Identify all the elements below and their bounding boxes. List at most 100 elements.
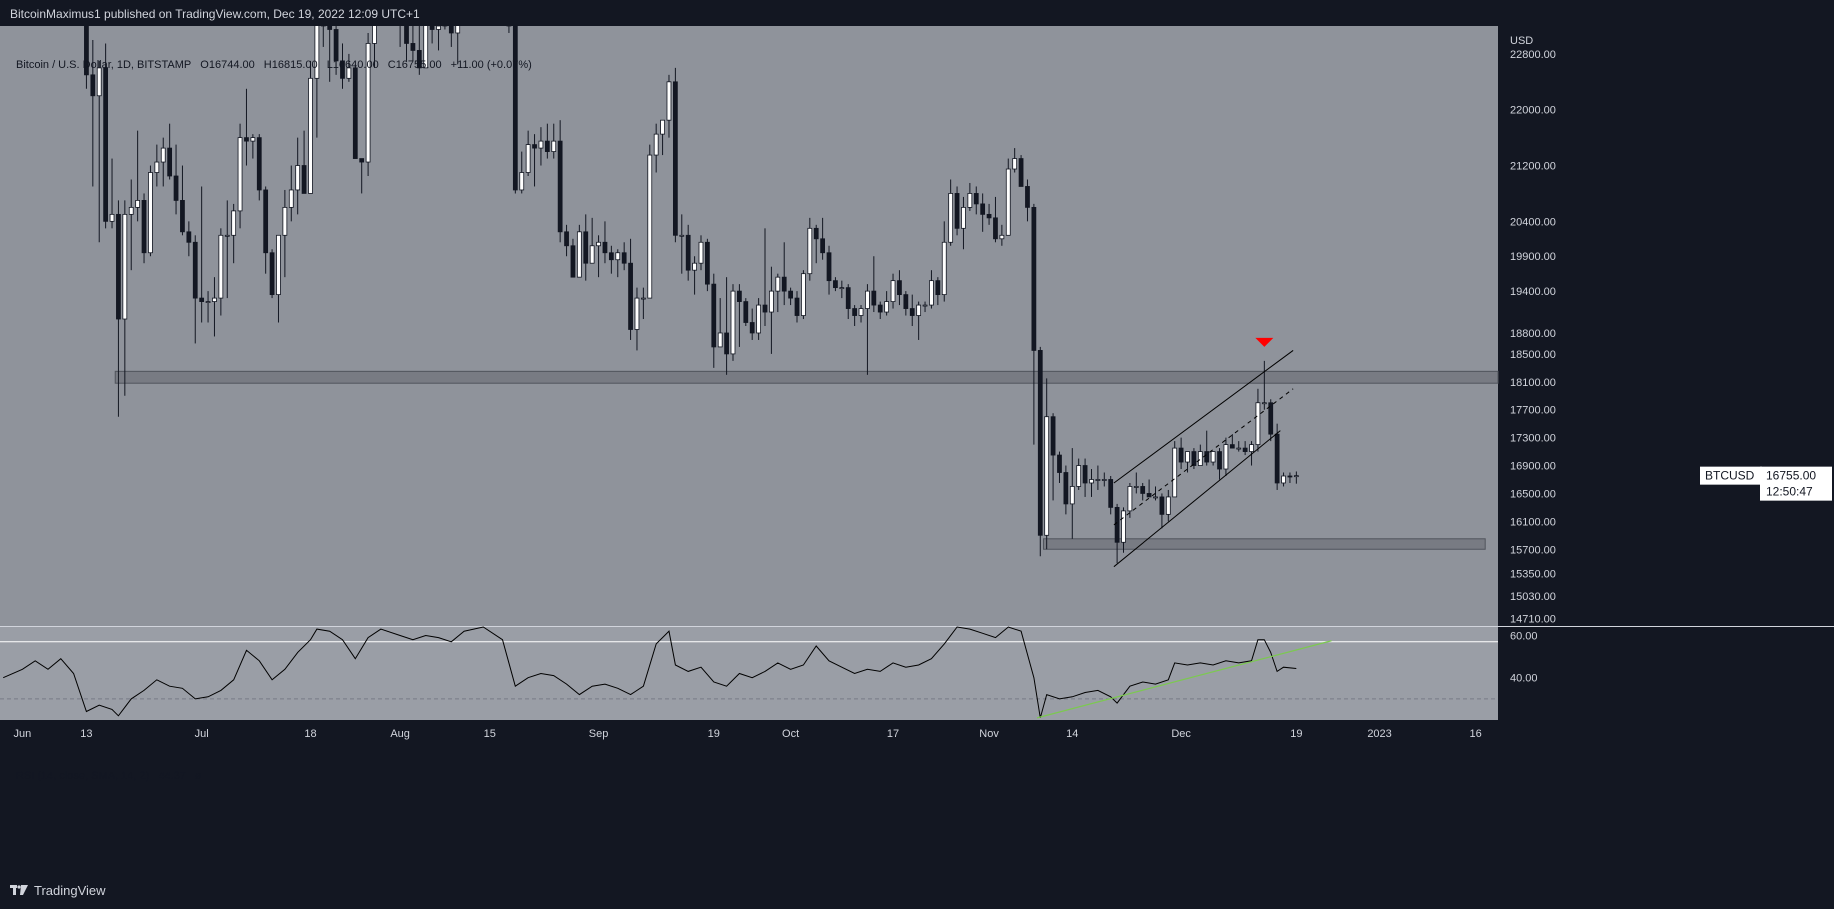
candle-body — [743, 301, 749, 323]
rsi-extra: ø — [194, 770, 202, 782]
candle-body — [756, 304, 761, 334]
price-axis-tick: 18100.00 — [1510, 377, 1556, 389]
time-axis-label: 2023 — [1367, 728, 1391, 740]
candle-body — [775, 276, 781, 292]
price-axis-tick: 19900.00 — [1510, 251, 1556, 263]
candle-body — [666, 81, 672, 121]
price-axis-tick: 16500.00 — [1510, 488, 1556, 500]
candle-body — [685, 234, 691, 271]
tradingview-logo[interactable]: TradingView — [10, 883, 106, 898]
candle-body — [1076, 465, 1082, 487]
candle-body — [1153, 496, 1158, 499]
candle-body — [199, 297, 205, 302]
legend-change: +11.00 (+0.07%) — [450, 59, 532, 71]
candle-body — [96, 67, 102, 97]
candle-body — [416, 50, 422, 69]
candle-body — [1204, 451, 1210, 463]
candle-body — [103, 67, 109, 222]
candle-body — [256, 137, 262, 191]
price-axis-tick: 18500.00 — [1510, 349, 1556, 361]
candle-body — [660, 119, 665, 135]
time-axis-label: 13 — [80, 728, 92, 740]
candle-body — [653, 133, 659, 156]
candle-body — [634, 297, 640, 330]
countdown-tag: 12:50:47 — [1766, 485, 1813, 499]
candle-body — [647, 154, 653, 299]
channel-mid-line — [1113, 388, 1294, 526]
candle-body — [1012, 158, 1018, 170]
candle-body — [346, 67, 352, 79]
rsi-legend: RSI (14, close, SMA, 14, 2) 44.37 ø — [16, 770, 208, 782]
rsi-label: RSI (14, close, SMA, 14, 2) — [16, 770, 150, 782]
candle-body — [519, 172, 525, 191]
candle-body — [608, 252, 614, 261]
price-axis-tick: 19400.00 — [1510, 286, 1556, 298]
candle-body — [186, 231, 192, 243]
candle-body — [884, 301, 890, 313]
candle-body — [224, 234, 230, 237]
candle-body — [890, 280, 896, 302]
candle-body — [410, 43, 416, 51]
candle-body — [769, 290, 774, 313]
rsi-axis-tick: 60.00 — [1510, 630, 1538, 642]
candle-body — [250, 137, 256, 142]
candle-body — [455, 26, 461, 34]
candle-body — [801, 273, 806, 316]
chart-area[interactable]: USD 22800.00 22000.00 21200.00 20400.00 19900… — [0, 26, 1834, 871]
candle-body — [1108, 479, 1114, 508]
candle-body — [813, 227, 819, 240]
symbol-tag-bg — [1700, 466, 1762, 485]
candle-body — [1146, 493, 1152, 498]
candle-body — [877, 304, 883, 313]
candle-body — [961, 206, 966, 229]
candle-body — [423, 26, 429, 69]
candle-body — [1037, 350, 1043, 536]
candle-body — [148, 172, 153, 254]
price-axis-tick: 22800.00 — [1510, 49, 1556, 61]
candle-body — [1025, 186, 1030, 208]
candle-body — [1293, 475, 1299, 478]
time-axis-label: 19 — [708, 728, 720, 740]
candle-body — [1121, 510, 1126, 543]
candle-body — [1185, 451, 1190, 463]
candle-body — [640, 297, 646, 300]
candle-body — [839, 287, 845, 290]
candle-body — [602, 241, 608, 254]
price-axis-tick: 16900.00 — [1510, 461, 1556, 473]
candle-body — [436, 26, 441, 30]
rsi-trendline — [1036, 640, 1332, 719]
candle-body — [1249, 444, 1254, 452]
candle-body — [852, 308, 858, 316]
candle-body — [1050, 416, 1056, 456]
candle-body — [788, 290, 793, 299]
candle-body — [205, 301, 211, 303]
candle-body — [1031, 206, 1037, 351]
candle-body — [340, 60, 345, 79]
candle-body — [173, 175, 179, 201]
candle-body — [244, 137, 249, 142]
candle-body — [1172, 447, 1178, 498]
time-axis-label: Jun — [14, 728, 32, 740]
publisher-bar: BitcoinMaximus1 published on TradingView… — [0, 0, 1834, 26]
candle-body — [1217, 451, 1222, 470]
candle-body — [276, 234, 281, 296]
candle-body — [865, 290, 870, 309]
candle-body — [231, 210, 237, 236]
candle-body — [941, 241, 947, 296]
candle-body — [948, 193, 954, 243]
candle-body — [705, 241, 710, 285]
chart-svg[interactable]: USD 22800.00 22000.00 21200.00 20400.00 19900… — [0, 26, 1834, 871]
candle-body — [154, 161, 160, 173]
candle-body — [980, 203, 986, 215]
candle-body — [583, 231, 589, 264]
candle-body — [263, 189, 269, 254]
candle-body — [858, 308, 864, 316]
candle-body — [551, 140, 557, 152]
candle-body — [122, 213, 128, 320]
candle-body — [282, 206, 288, 236]
candle-body — [1255, 402, 1261, 446]
price-axis-tick: 20400.00 — [1510, 216, 1556, 228]
price-axis-tick: 22000.00 — [1510, 105, 1556, 117]
candle-body — [781, 276, 787, 292]
candle-body — [845, 287, 851, 309]
